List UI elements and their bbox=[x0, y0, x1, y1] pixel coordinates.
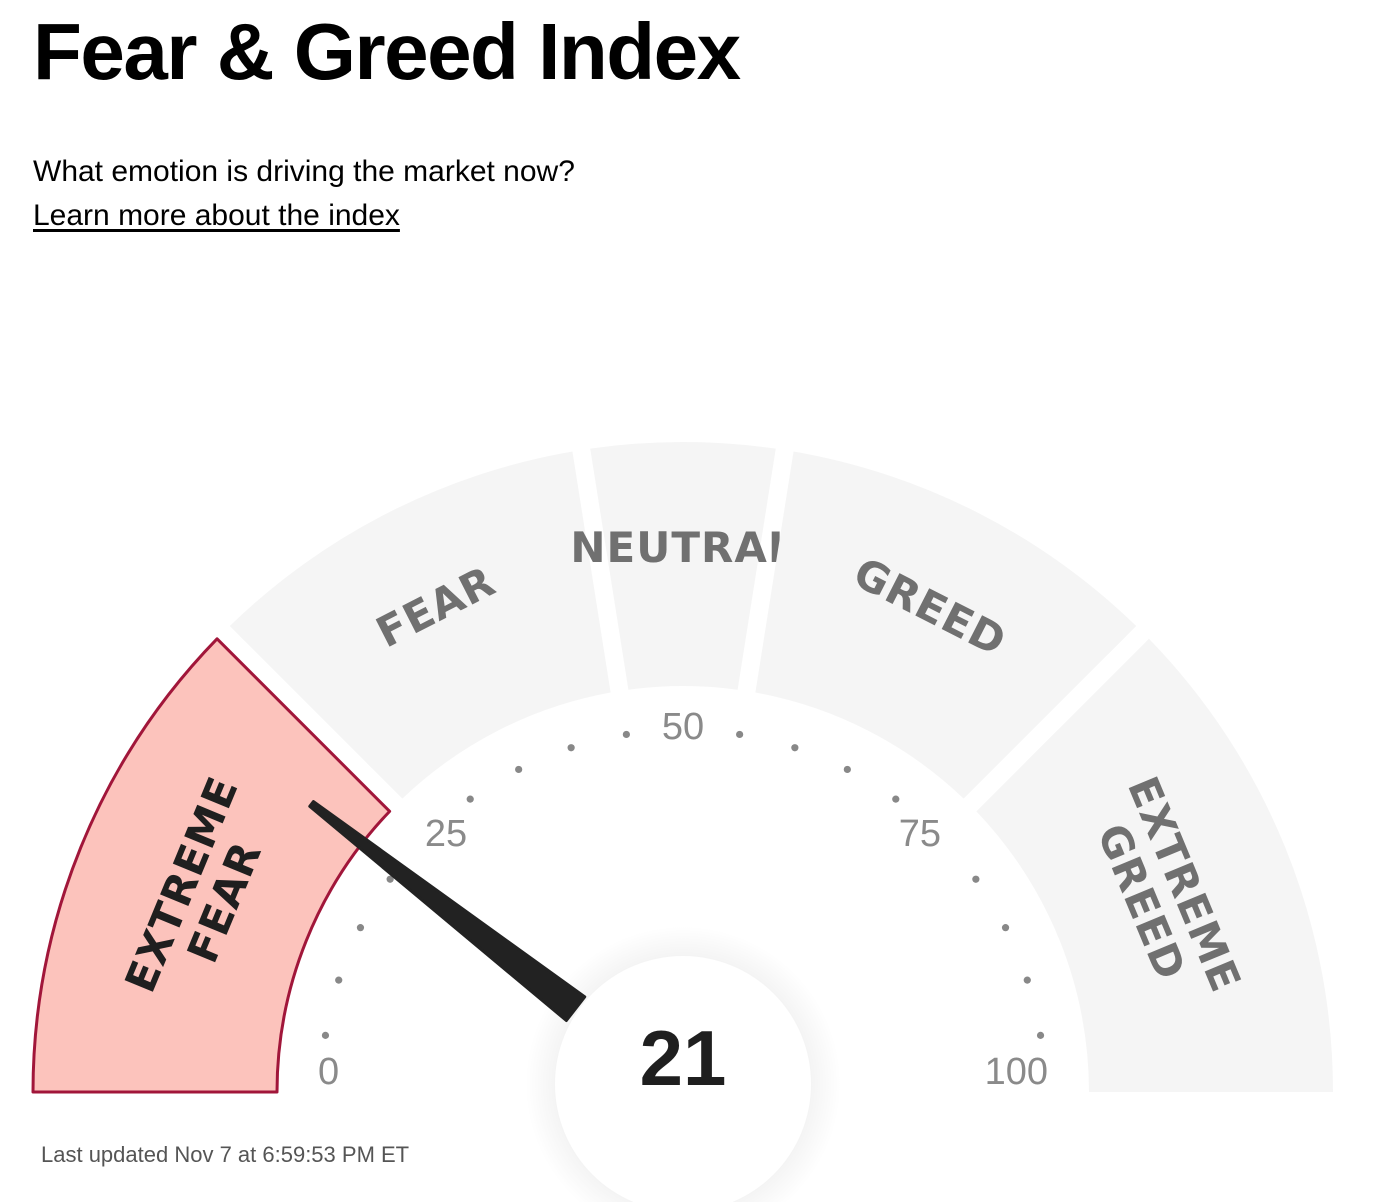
tick-dot bbox=[356, 924, 365, 932]
score-value: 21 bbox=[640, 1014, 727, 1102]
tick-dot bbox=[466, 795, 474, 803]
tick-dot bbox=[515, 765, 523, 774]
last-updated-text: Last updated Nov 7 at 6:59:53 PM ET bbox=[41, 1142, 410, 1167]
hub-disc bbox=[555, 956, 811, 1202]
gauge-needle-group bbox=[308, 800, 587, 1022]
zone-segment-greed bbox=[755, 451, 1137, 799]
zone-segment-fear bbox=[229, 451, 611, 799]
tick-label-0: 0 bbox=[318, 1051, 339, 1093]
tick-dot bbox=[1001, 924, 1010, 932]
tick-dot bbox=[386, 875, 394, 883]
tick-dot bbox=[622, 730, 630, 739]
tick-label-75: 75 bbox=[899, 813, 941, 855]
tick-dot bbox=[843, 765, 851, 774]
tick-dot bbox=[321, 1031, 330, 1039]
page-subtitle: What emotion is driving the market now? bbox=[33, 155, 575, 188]
zone-extreme-fear: EXTREMEFEAR bbox=[31, 637, 392, 1094]
page-title: Fear & Greed Index bbox=[33, 7, 741, 96]
zone-extreme-greed: EXTREMEGREED bbox=[976, 638, 1333, 1092]
zone-segment-neutral bbox=[590, 442, 776, 690]
tick-dot bbox=[791, 744, 799, 752]
gauge-hub bbox=[525, 926, 841, 1202]
zone-greed: GREED bbox=[755, 451, 1137, 799]
tick-dot bbox=[972, 875, 980, 883]
learn-more-link[interactable]: Learn more about the index bbox=[33, 199, 400, 232]
tick-dot bbox=[1023, 976, 1031, 984]
zone-neutral: NEUTRAL bbox=[570, 442, 795, 690]
tick-dot bbox=[335, 976, 343, 984]
gauge-score-group: 21 bbox=[640, 1014, 727, 1102]
tick-label-25: 25 bbox=[425, 813, 467, 855]
tick-dot bbox=[736, 730, 744, 739]
zone-segment-extreme-fear bbox=[31, 637, 392, 1094]
tick-dot bbox=[1036, 1031, 1045, 1039]
zone-label-neutral: NEUTRAL bbox=[570, 523, 795, 572]
gauge-ticks: 0 25 50 75 100 bbox=[318, 706, 1048, 1093]
zone-label-line: NEUTRAL bbox=[570, 523, 795, 572]
tick-dot bbox=[567, 744, 575, 752]
tick-dot bbox=[892, 795, 900, 803]
zone-fear: FEAR bbox=[229, 451, 611, 799]
tick-label-50: 50 bbox=[662, 706, 704, 748]
tick-label-100: 100 bbox=[985, 1051, 1048, 1093]
zone-segment-extreme-greed bbox=[976, 638, 1333, 1092]
gauge-needle bbox=[308, 800, 587, 1022]
